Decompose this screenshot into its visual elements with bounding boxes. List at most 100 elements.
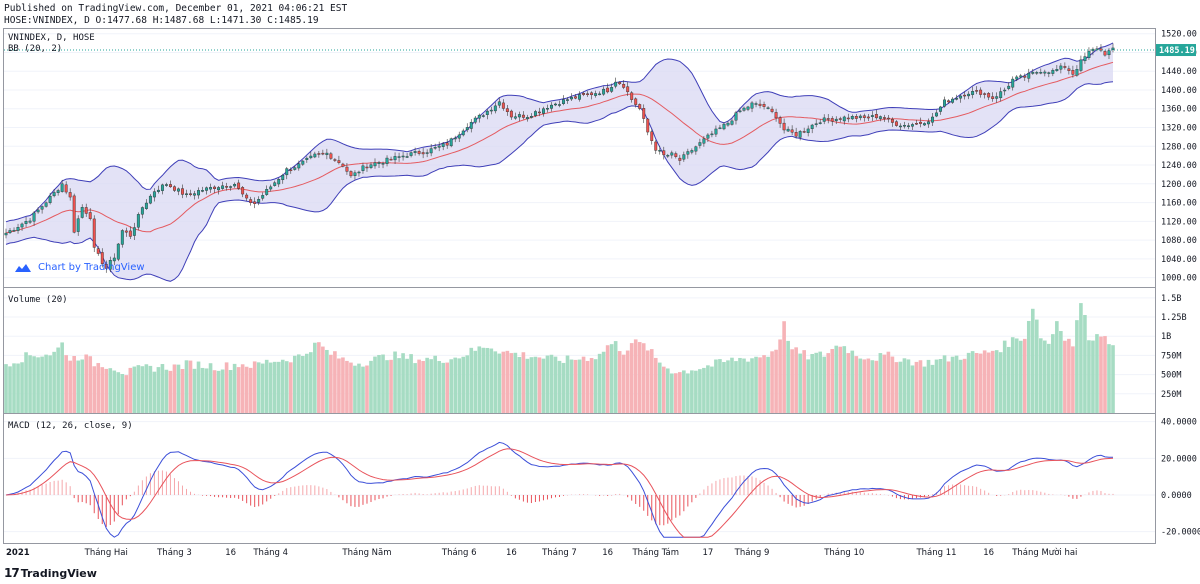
volume-bar[interactable] [461, 356, 466, 413]
volume-bar[interactable] [465, 355, 470, 413]
candle-body[interactable] [385, 157, 389, 164]
candle-body[interactable] [185, 193, 188, 195]
volume-bar[interactable] [533, 356, 538, 413]
candle-body[interactable] [317, 153, 321, 155]
candle-body[interactable] [301, 160, 305, 165]
candle-body[interactable] [469, 121, 473, 129]
volume-bar[interactable] [1107, 344, 1111, 413]
candle-body[interactable] [594, 93, 598, 96]
candle-body[interactable] [706, 134, 710, 139]
volume-bar[interactable] [557, 360, 562, 413]
candle-body[interactable] [786, 128, 790, 132]
candle-body[interactable] [802, 131, 806, 133]
candle-body[interactable] [152, 191, 156, 198]
candle-body[interactable] [730, 120, 734, 125]
volume-bar[interactable] [649, 349, 654, 413]
volume-bar[interactable] [706, 365, 710, 413]
volume-bar[interactable] [12, 363, 16, 413]
candle-body[interactable] [237, 182, 241, 189]
candle-body[interactable] [987, 93, 991, 98]
volume-bar[interactable] [930, 364, 935, 413]
candle-body[interactable] [36, 209, 40, 213]
candle-body[interactable] [333, 159, 337, 161]
candle-body[interactable] [550, 104, 553, 109]
candle-body[interactable] [108, 260, 112, 270]
candle-body[interactable] [610, 87, 614, 92]
volume-bar[interactable] [369, 360, 373, 413]
candle-body[interactable] [1111, 47, 1115, 51]
volume-bar[interactable] [144, 364, 149, 413]
volume-bar[interactable] [914, 361, 919, 413]
volume-bar[interactable] [710, 366, 714, 413]
volume-bar[interactable] [794, 347, 798, 413]
candle-body[interactable] [40, 206, 44, 210]
volume-bar[interactable] [814, 352, 819, 413]
candle-body[interactable] [754, 103, 758, 105]
volume-bar[interactable] [513, 352, 518, 413]
volume-bar[interactable] [1111, 345, 1115, 413]
candle-body[interactable] [253, 201, 257, 204]
volume-bar[interactable] [377, 354, 381, 413]
candle-body[interactable] [850, 116, 854, 120]
candle-body[interactable] [955, 98, 959, 100]
volume-bar[interactable] [886, 351, 891, 413]
volume-bar[interactable] [730, 357, 734, 413]
candle-body[interactable] [834, 118, 838, 121]
candle-body[interactable] [205, 187, 208, 191]
candle-body[interactable] [76, 218, 80, 232]
candle-body[interactable] [229, 186, 233, 188]
candle-body[interactable] [72, 195, 76, 233]
candle-body[interactable] [1071, 70, 1075, 75]
candle-body[interactable] [457, 134, 461, 139]
volume-bar[interactable] [1030, 308, 1035, 413]
candle-body[interactable] [144, 202, 148, 209]
candle-body[interactable] [60, 183, 64, 192]
candle-body[interactable] [642, 108, 646, 119]
candle-body[interactable] [8, 230, 12, 233]
candle-body[interactable] [882, 117, 886, 119]
candle-body[interactable] [690, 150, 694, 153]
candle-body[interactable] [939, 106, 942, 112]
volume-bar[interactable] [678, 372, 682, 413]
volume-bar[interactable] [890, 356, 895, 413]
volume-bar[interactable] [754, 356, 758, 413]
candle-body[interactable] [911, 124, 914, 127]
candle-body[interactable] [277, 179, 281, 185]
candle-body[interactable] [485, 110, 489, 115]
candle-body[interactable] [505, 108, 509, 112]
volume-bar[interactable] [846, 353, 851, 413]
candle-body[interactable] [590, 92, 594, 96]
candle-body[interactable] [943, 99, 946, 107]
candle-body[interactable] [201, 190, 204, 192]
candle-body[interactable] [209, 187, 212, 190]
candle-body[interactable] [586, 93, 590, 95]
candle-body[interactable] [116, 243, 120, 260]
candle-body[interactable] [357, 171, 361, 174]
candle-body[interactable] [173, 186, 176, 191]
candle-body[interactable] [963, 94, 967, 97]
volume-bar[interactable] [734, 361, 738, 413]
candle-body[interactable] [846, 117, 850, 120]
candle-body[interactable] [309, 155, 313, 159]
volume-bar[interactable] [521, 352, 526, 413]
candle-body[interactable] [750, 102, 754, 109]
candle-body[interactable] [349, 171, 353, 177]
candle-body[interactable] [52, 192, 56, 197]
volume-bar[interactable] [966, 352, 971, 413]
volume-bar[interactable] [982, 350, 987, 413]
chart-area[interactable]: 1520.001480.001440.001400.001360.001320.… [0, 28, 1200, 558]
candle-body[interactable] [674, 153, 678, 157]
volume-bar[interactable] [990, 350, 995, 413]
candle-body[interactable] [686, 151, 690, 155]
candle-body[interactable] [132, 227, 136, 236]
volume-bar[interactable] [104, 368, 109, 413]
candle-body[interactable] [373, 162, 377, 167]
volume-bar[interactable] [457, 358, 462, 413]
volume-bar[interactable] [718, 359, 722, 413]
candle-body[interactable] [570, 97, 573, 100]
volume-bar[interactable] [830, 348, 835, 413]
candle-body[interactable] [714, 128, 718, 135]
candle-body[interactable] [501, 102, 505, 109]
candle-body[interactable] [1003, 89, 1007, 92]
volume-bar[interactable] [136, 365, 141, 413]
